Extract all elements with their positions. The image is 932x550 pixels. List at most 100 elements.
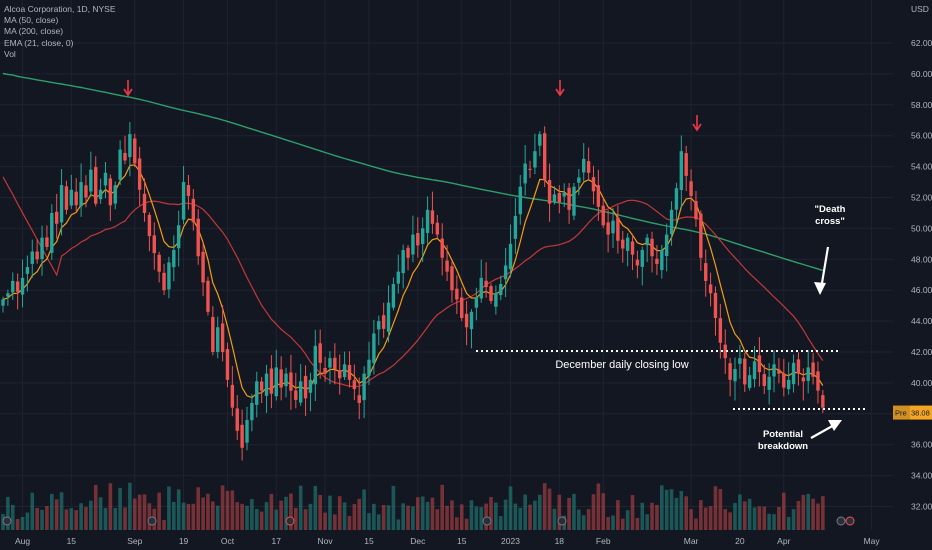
candle xyxy=(518,174,522,225)
candle xyxy=(137,146,142,206)
time-tick-label: 18 xyxy=(555,536,565,546)
volume-bar xyxy=(289,493,293,530)
price-axis[interactable]: 62.00 60.00 58.00 56.00 54.00 52.00 50.00 48.00… xyxy=(893,4,932,512)
candle xyxy=(89,151,93,197)
candle-body xyxy=(518,186,522,215)
candle-body xyxy=(152,235,156,254)
volume-bar xyxy=(591,494,596,530)
candle-body xyxy=(294,390,298,400)
price-badge-pre-label: Pre xyxy=(895,409,907,418)
candle-body xyxy=(250,402,254,421)
volume-bar xyxy=(494,502,498,530)
candle-body xyxy=(821,395,825,408)
volume-bar xyxy=(508,486,513,530)
candle xyxy=(113,181,117,210)
time-tick-label: 19 xyxy=(179,536,189,546)
candle xyxy=(69,174,74,209)
candle-body xyxy=(162,272,166,291)
candle-body xyxy=(79,182,83,207)
volume-bar xyxy=(567,497,571,530)
candle xyxy=(318,329,322,379)
candle xyxy=(591,165,596,205)
volume-bar xyxy=(581,515,586,530)
candle xyxy=(225,342,230,388)
volume-bar xyxy=(713,486,718,530)
breakdown-label-line1: Potential xyxy=(763,429,803,440)
time-axis[interactable]: Aug 15 Sep 19 Oct 17 Nov 15 Dec 15 2023 18 Feb Mar 20 A… xyxy=(15,536,880,546)
volume-bars xyxy=(1,482,825,530)
candle xyxy=(430,191,435,234)
legend-ema21[interactable]: EMA (21, close, 0) xyxy=(4,37,74,48)
candle xyxy=(689,169,693,211)
legend-ma200[interactable]: MA (200, close) xyxy=(4,26,64,37)
candle xyxy=(289,354,293,410)
candle-body xyxy=(64,186,69,210)
volume-bar xyxy=(157,492,161,530)
candle-body xyxy=(557,192,562,203)
candle-body xyxy=(386,302,391,332)
price-badge-value-label: 38.08 xyxy=(911,409,930,418)
candle-body xyxy=(460,297,464,319)
candle-body xyxy=(816,371,820,391)
price-tick-label: 58.00 xyxy=(911,100,932,110)
candle xyxy=(821,389,825,414)
volume-bar xyxy=(747,498,752,530)
candle-body xyxy=(6,293,10,297)
legend-title[interactable]: Alcoa Corporation, 1D, NYSE xyxy=(4,4,116,14)
legend-ma50[interactable]: MA (50, close) xyxy=(4,15,59,26)
candle xyxy=(660,244,664,279)
candle xyxy=(674,182,679,226)
time-tick-label: Mar xyxy=(684,536,699,546)
volume-bar xyxy=(801,494,806,530)
volume-bar xyxy=(435,509,440,530)
legend-volume[interactable]: Vol xyxy=(4,48,16,59)
candle-body xyxy=(220,323,225,352)
candle xyxy=(118,140,122,186)
candle-body xyxy=(11,280,15,293)
candle xyxy=(621,230,625,263)
candle xyxy=(757,337,762,387)
candle-body xyxy=(372,333,376,363)
candle xyxy=(347,351,352,388)
candle xyxy=(133,133,137,168)
volume-bar xyxy=(25,512,30,530)
candle-body xyxy=(679,151,684,190)
candle-body xyxy=(298,381,303,403)
time-tick-label: 2023 xyxy=(501,536,520,546)
candle-body xyxy=(806,367,810,381)
volume-bar xyxy=(318,494,322,530)
volume-bar xyxy=(416,497,420,530)
volume-bar xyxy=(362,489,366,530)
volume-bar xyxy=(74,510,78,530)
candle-body xyxy=(167,262,171,290)
candle xyxy=(630,233,635,271)
candle xyxy=(499,275,503,301)
candle xyxy=(357,377,361,420)
volume-bar xyxy=(167,486,171,530)
volume-bar xyxy=(176,489,181,530)
currency-label: USD xyxy=(911,4,929,14)
volume-bar xyxy=(50,493,54,530)
candle xyxy=(401,244,405,289)
candle xyxy=(1,296,5,313)
candle-body xyxy=(94,167,98,204)
candle-body xyxy=(20,277,25,295)
volume-bar xyxy=(64,509,69,530)
volume-bar xyxy=(191,503,196,530)
volume-bar xyxy=(728,512,732,530)
volume-bar xyxy=(489,497,493,530)
ma50-line xyxy=(2,176,824,388)
candle xyxy=(381,302,386,338)
volume-bar xyxy=(596,483,601,530)
volume-bar xyxy=(752,507,757,530)
volume-bar xyxy=(645,514,649,530)
volume-bar xyxy=(250,498,254,530)
price-tick-label: 48.00 xyxy=(911,254,932,264)
volume-bar xyxy=(791,509,796,530)
candle-body xyxy=(479,277,483,299)
candle-body xyxy=(611,220,615,234)
volume-bar xyxy=(79,503,83,530)
candle xyxy=(59,169,64,236)
time-tick-label: Dec xyxy=(410,536,426,546)
